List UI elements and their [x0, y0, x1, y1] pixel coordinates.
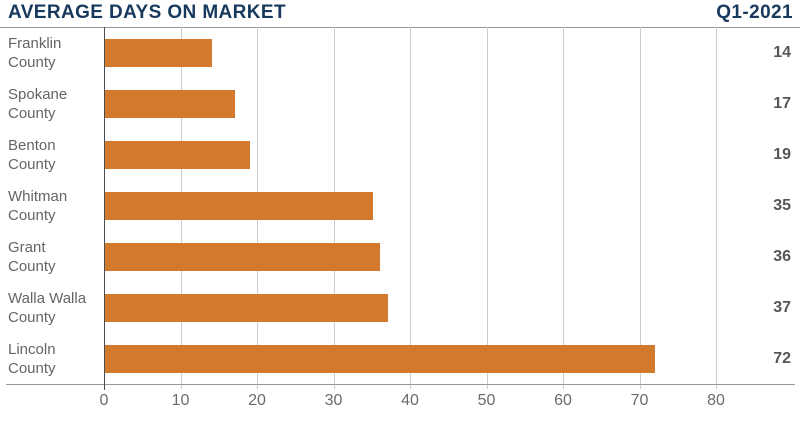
bar: [105, 191, 373, 220]
value-label: 17: [773, 94, 791, 112]
bar-track: [105, 89, 793, 118]
value-label: 14: [773, 43, 791, 61]
bar-row: Spokane County 17: [0, 78, 800, 129]
value-label: 37: [773, 298, 791, 316]
x-tick-label: 40: [401, 392, 419, 409]
category-label: Grant County: [8, 238, 56, 275]
bar-track: [105, 293, 793, 322]
x-tick-label: 10: [171, 392, 190, 409]
bar: [105, 293, 388, 322]
bar-track: [105, 344, 793, 373]
value-label: 35: [773, 196, 791, 214]
y-axis-line: [104, 27, 105, 390]
bar-row: Benton County 19: [0, 129, 800, 180]
bar-track: [105, 242, 793, 271]
x-tick-label: 70: [630, 392, 649, 409]
bar: [105, 242, 381, 271]
category-label: Franklin County: [8, 34, 62, 71]
x-tick-label: 0: [99, 392, 109, 409]
bar: [105, 89, 235, 118]
top-border-line: [0, 27, 800, 28]
bar-row: Lincoln County 72: [0, 333, 800, 384]
x-tick-label: 60: [554, 392, 572, 409]
x-tick-label: 30: [324, 392, 343, 409]
x-tick-label: 50: [477, 392, 496, 409]
bar-track: [105, 38, 793, 67]
x-tick-label: 20: [248, 392, 266, 409]
bar-row: Whitman County 35: [0, 180, 800, 231]
category-label: Spokane County: [8, 85, 68, 122]
bar-row: Franklin County 14: [0, 27, 800, 78]
bar: [105, 38, 213, 67]
bar-track: [105, 191, 793, 220]
x-axis-line: [6, 384, 795, 385]
category-label: Walla Walla County: [8, 289, 87, 326]
category-label: Lincoln County: [8, 340, 56, 377]
bar: [105, 344, 656, 373]
bar-row: Grant County 36: [0, 231, 800, 282]
category-label: Benton County: [8, 136, 56, 173]
bar-track: [105, 140, 793, 169]
x-tick-label: 80: [707, 392, 725, 409]
gridline: [639, 27, 641, 389]
bar: [105, 140, 251, 169]
value-label: 19: [773, 145, 791, 163]
chart-title: AVERAGE DAYS ON MARKET: [8, 2, 287, 23]
gridline: [486, 27, 488, 389]
value-label: 36: [773, 247, 791, 265]
gridline: [716, 27, 717, 389]
category-label: Whitman County: [8, 187, 68, 224]
gridline: [410, 27, 411, 389]
chart-period-badge: Q1-2021: [716, 2, 793, 23]
value-label: 72: [773, 349, 791, 367]
bar-row: Walla Walla County 37: [0, 282, 800, 333]
gridline: [563, 27, 564, 389]
